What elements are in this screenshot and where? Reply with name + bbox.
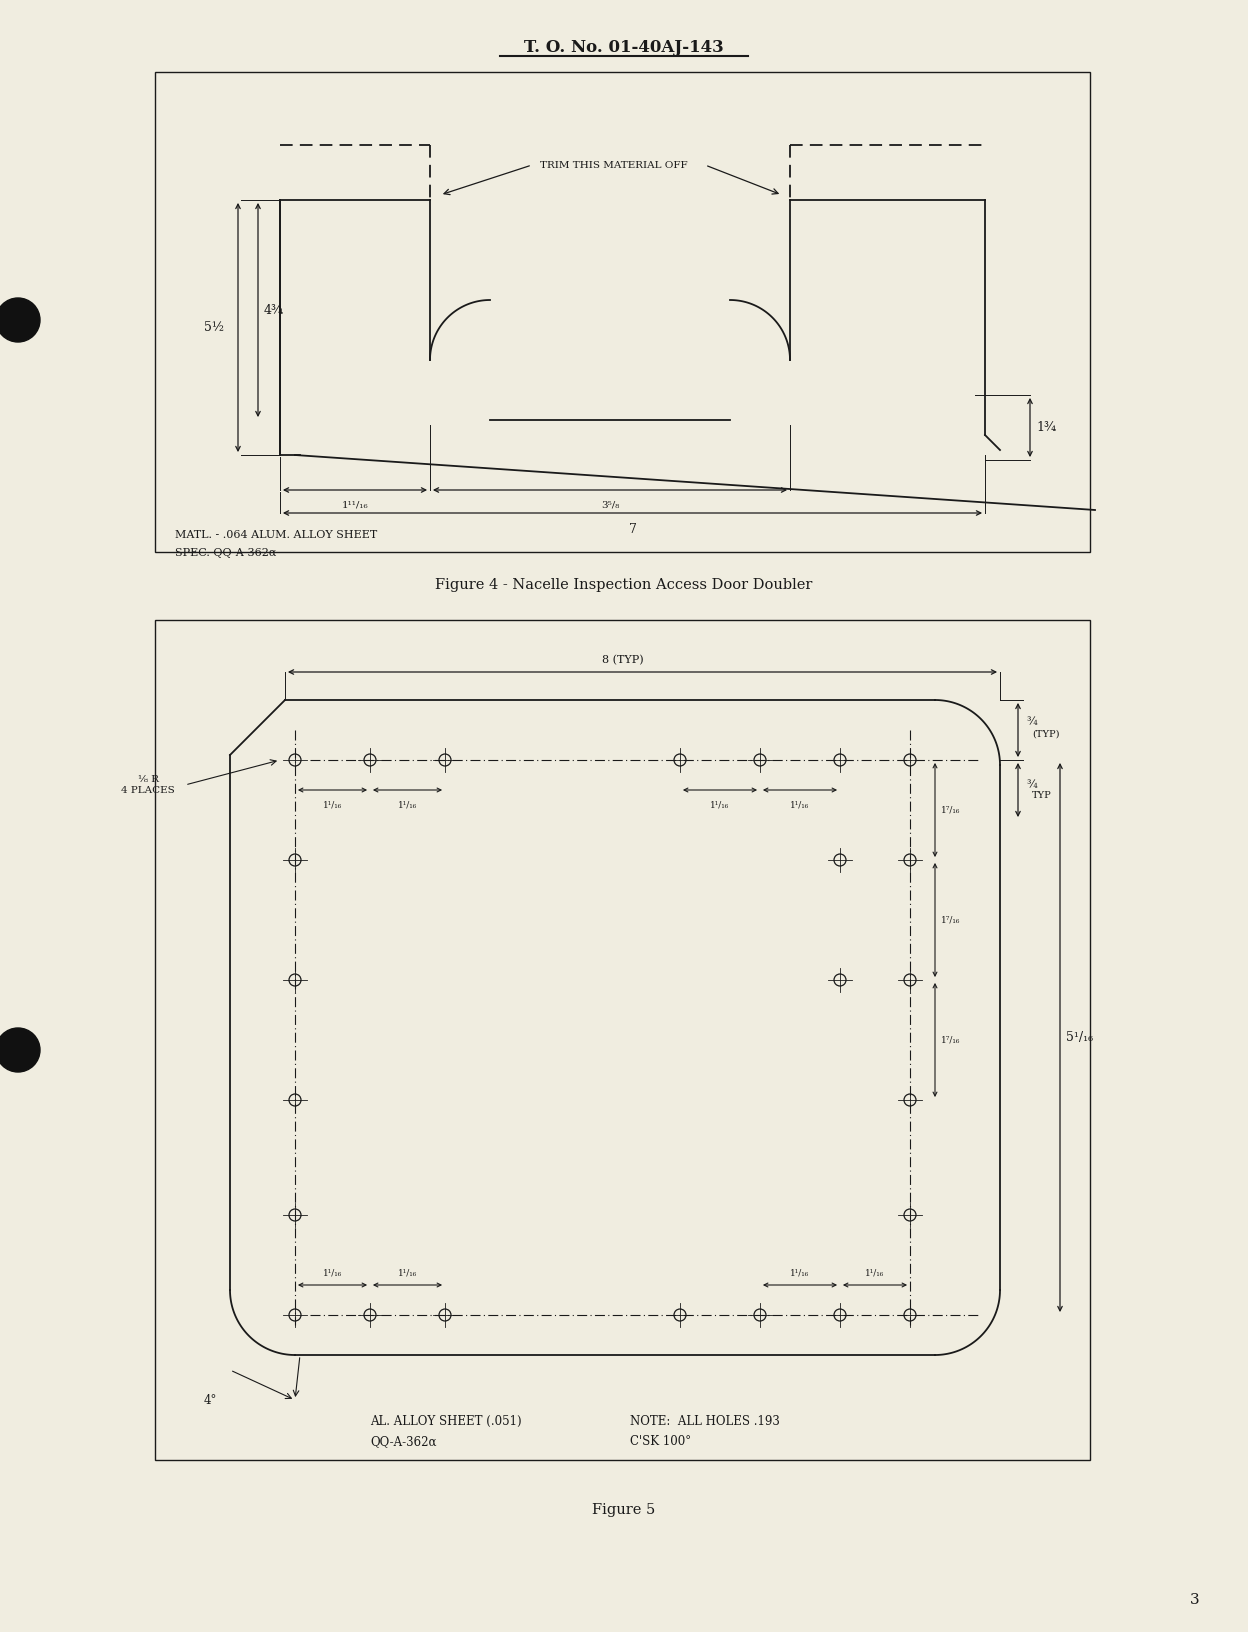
Text: 1⁷/₁₆: 1⁷/₁₆ <box>941 1035 961 1044</box>
Text: (TYP): (TYP) <box>1032 730 1060 739</box>
Text: 1¹/₁₆: 1¹/₁₆ <box>865 1268 885 1276</box>
Text: Figure 5: Figure 5 <box>593 1503 655 1518</box>
Text: 8 (TYP): 8 (TYP) <box>602 654 643 664</box>
Text: 5¹/₁₆: 5¹/₁₆ <box>1066 1031 1093 1044</box>
Text: 1¹/₁₆: 1¹/₁₆ <box>398 1268 417 1276</box>
Circle shape <box>0 1028 40 1072</box>
Text: 1¹¹/₁₆: 1¹¹/₁₆ <box>342 499 368 509</box>
Text: 3: 3 <box>1191 1593 1199 1608</box>
Bar <box>155 620 1090 1461</box>
Text: 4°: 4° <box>203 1394 217 1407</box>
Text: 5½: 5½ <box>203 322 223 335</box>
Text: 1¹/₁₆: 1¹/₁₆ <box>790 1268 810 1276</box>
Bar <box>155 72 1090 552</box>
Text: 1¹/₁₆: 1¹/₁₆ <box>398 800 417 809</box>
Text: ¾: ¾ <box>1026 780 1037 790</box>
Text: 1¹/₁₆: 1¹/₁₆ <box>790 800 810 809</box>
Text: AL. ALLOY SHEET (.051): AL. ALLOY SHEET (.051) <box>369 1415 522 1428</box>
Text: C'SK 100°: C'SK 100° <box>630 1435 691 1448</box>
Text: TYP: TYP <box>1032 790 1052 800</box>
Text: 7: 7 <box>629 522 636 535</box>
Text: 1⁷/₁₆: 1⁷/₁₆ <box>941 806 961 814</box>
Text: T. O. No. 01-40AJ-143: T. O. No. 01-40AJ-143 <box>524 39 724 57</box>
Text: ¾: ¾ <box>1026 716 1037 726</box>
Text: 1⁷/₁₆: 1⁷/₁₆ <box>941 916 961 924</box>
Text: QQ-A-362α: QQ-A-362α <box>369 1435 437 1448</box>
Text: NOTE:  ALL HOLES .193: NOTE: ALL HOLES .193 <box>630 1415 780 1428</box>
Text: SPEC. QQ-A-362α: SPEC. QQ-A-362α <box>175 548 276 558</box>
Text: MATL. - .064 ALUM. ALLOY SHEET: MATL. - .064 ALUM. ALLOY SHEET <box>175 530 377 540</box>
Text: Figure 4 - Nacelle Inspection Access Door Doubler: Figure 4 - Nacelle Inspection Access Doo… <box>436 578 812 592</box>
Text: 1¹/₁₆: 1¹/₁₆ <box>323 800 342 809</box>
Text: 1¹/₁₆: 1¹/₁₆ <box>323 1268 342 1276</box>
Text: 4¾: 4¾ <box>265 304 285 317</box>
Text: 3⁵/₈: 3⁵/₈ <box>600 499 619 509</box>
Text: ⅛ R
4 PLACES: ⅛ R 4 PLACES <box>121 775 175 795</box>
Text: 1¾: 1¾ <box>1036 421 1056 434</box>
Circle shape <box>0 299 40 343</box>
Text: TRIM THIS MATERIAL OFF: TRIM THIS MATERIAL OFF <box>540 160 688 170</box>
Text: 1¹/₁₆: 1¹/₁₆ <box>710 800 730 809</box>
